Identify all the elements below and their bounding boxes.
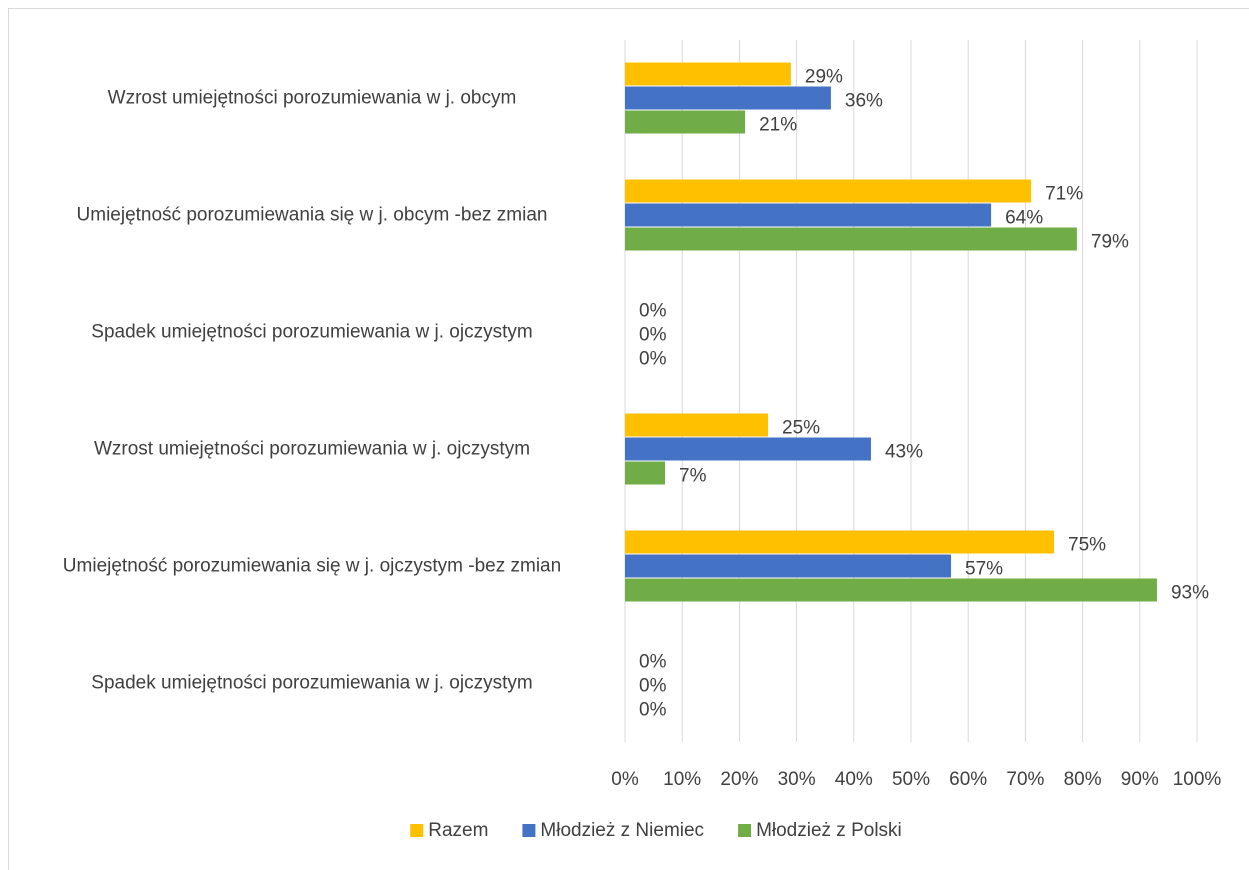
data-label: 0%	[639, 349, 667, 370]
x-tick-label: 90%	[1121, 769, 1159, 790]
data-label: 71%	[1045, 184, 1083, 205]
x-tick-label: 40%	[835, 769, 873, 790]
bar	[625, 203, 992, 227]
data-label: 57%	[965, 559, 1003, 580]
category-label: Wzrost umiejętności porozumiewania w j. …	[108, 88, 517, 109]
x-tick-label: 20%	[720, 769, 758, 790]
bar	[625, 554, 952, 578]
x-tick-label: 100%	[1173, 769, 1222, 790]
data-label: 64%	[1005, 208, 1043, 229]
legend-label: Młodzież z Niemiec	[540, 820, 704, 841]
data-label: 75%	[1068, 535, 1106, 556]
x-tick-label: 60%	[949, 769, 987, 790]
bar	[625, 62, 791, 86]
data-label: 0%	[639, 700, 667, 721]
category-label: Wzrost umiejętności porozumiewania w j. …	[94, 439, 530, 460]
data-label: 43%	[885, 442, 923, 463]
data-label: 7%	[679, 466, 707, 487]
category-label: Umiejętność porozumiewania się w j. obcy…	[77, 205, 548, 226]
bar	[625, 578, 1157, 602]
data-label: 0%	[639, 652, 667, 673]
legend-swatch	[410, 824, 424, 837]
x-tick-label: 50%	[892, 769, 930, 790]
category-label: Spadek umiejętności porozumiewania w j. …	[91, 322, 532, 343]
x-tick-label: 10%	[663, 769, 701, 790]
bar	[625, 86, 831, 110]
bar	[625, 461, 666, 485]
x-tick-label: 80%	[1064, 769, 1102, 790]
data-label: 29%	[805, 67, 843, 88]
bar	[625, 110, 746, 134]
category-label: Umiejętność porozumiewania się w j. ojcz…	[63, 556, 561, 577]
legend-label: Razem	[428, 820, 488, 841]
bar	[625, 227, 1077, 251]
legend-label: Młodzież z Polski	[756, 820, 902, 841]
data-label: 0%	[639, 325, 667, 346]
bar	[625, 179, 1032, 203]
data-label: 25%	[782, 418, 820, 439]
data-label: 0%	[639, 301, 667, 322]
x-tick-label: 30%	[778, 769, 816, 790]
legend-swatch	[738, 824, 752, 837]
legend-swatch	[522, 824, 536, 837]
data-label: 93%	[1171, 583, 1209, 604]
x-tick-label: 0%	[611, 769, 639, 790]
data-label: 0%	[639, 676, 667, 697]
bar	[625, 530, 1054, 554]
data-label: 79%	[1091, 232, 1129, 253]
category-label: Spadek umiejętności porozumiewania w j. …	[91, 673, 532, 694]
bar	[625, 437, 871, 461]
data-label: 21%	[759, 115, 797, 136]
x-tick-label: 70%	[1006, 769, 1044, 790]
data-label: 36%	[845, 91, 883, 112]
bar	[625, 413, 768, 437]
